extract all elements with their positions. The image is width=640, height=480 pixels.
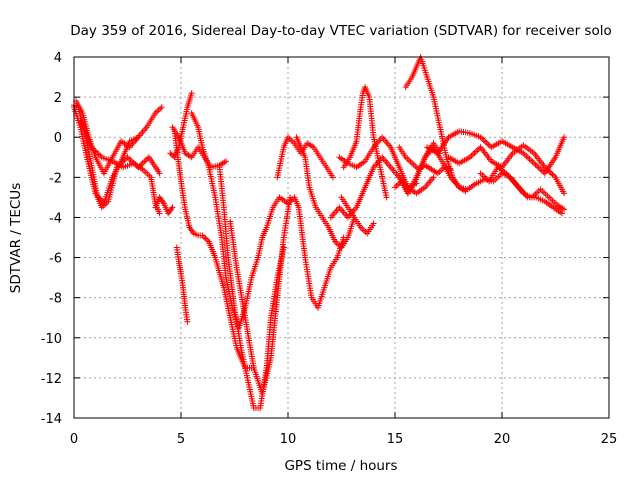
data-point (142, 157, 149, 164)
x-tick-label: 10 (280, 432, 297, 447)
data-point (480, 137, 487, 144)
data-point (127, 157, 134, 164)
data-point (156, 210, 163, 217)
data-point (436, 150, 443, 157)
data-point (370, 220, 377, 227)
data-point (528, 157, 535, 164)
data-point (135, 134, 142, 141)
data-point (430, 174, 437, 181)
series-s11 (227, 194, 294, 397)
x-tick-label: 5 (177, 432, 185, 447)
grid-layer (74, 57, 609, 418)
x-tick-label: 0 (70, 432, 78, 447)
data-point (531, 160, 538, 167)
y-tick-label: 2 (54, 91, 62, 106)
y-tick-labels: -14 -12 -10 -8 -6 -4 -2 0 2 4 (41, 51, 62, 427)
series-s8 (171, 128, 257, 371)
data-point (383, 194, 390, 201)
series-s5 (152, 194, 176, 217)
series-s10 (216, 164, 287, 411)
y-tick-label: -8 (49, 292, 62, 307)
data-point (169, 204, 176, 211)
series-s15 (293, 134, 358, 251)
y-axis-label: SDTVAR / TECUs (8, 183, 24, 293)
series-s24 (445, 142, 568, 197)
data-point (561, 134, 568, 141)
series-s23 (424, 128, 568, 177)
data-point (222, 158, 229, 165)
data-point (482, 138, 489, 145)
series-s22 (396, 144, 565, 217)
series-s12 (173, 244, 191, 325)
data-point (329, 174, 336, 181)
data-point (483, 139, 490, 146)
data-point (158, 104, 165, 111)
series-s13 (274, 134, 336, 181)
y-tick-label: 0 (54, 131, 62, 146)
y-tick-label: -6 (49, 252, 62, 267)
plot-frame (73, 56, 610, 419)
y-tick-label: -4 (49, 211, 62, 226)
data-point (549, 171, 556, 178)
data-point (156, 170, 163, 177)
series-s21 (402, 54, 469, 195)
data-point (126, 155, 133, 162)
chart-title: Day 359 of 2016, Sidereal Day-to-day VTE… (70, 23, 611, 39)
y-tick-label: 4 (54, 51, 62, 66)
series-s4 (77, 118, 163, 217)
data-point (561, 206, 568, 213)
x-axis-label: GPS time / hours (284, 458, 397, 474)
series-s14 (285, 194, 347, 311)
axis-ticks (73, 56, 610, 419)
series-s19 (338, 194, 377, 237)
y-tick-label: -10 (41, 332, 62, 347)
series-s17 (336, 134, 437, 197)
series-s7 (167, 90, 195, 161)
data-point (184, 318, 191, 325)
y-tick-label: -14 (41, 412, 62, 427)
data-point (167, 150, 174, 157)
data-point (529, 158, 536, 165)
x-tick-label: 20 (494, 432, 511, 447)
data-point (473, 148, 480, 155)
data-point (474, 147, 481, 154)
x-tick-labels: 0 5 10 15 20 25 (70, 432, 617, 447)
data-point (188, 90, 195, 97)
data-point (469, 151, 476, 158)
data-point (141, 158, 148, 165)
data-markers (71, 54, 568, 411)
data-point (168, 151, 175, 158)
y-tick-label: -12 (41, 372, 62, 387)
x-tick-label: 25 (601, 432, 618, 447)
data-point (523, 153, 530, 160)
data-point (524, 154, 531, 161)
data-point (558, 210, 565, 217)
data-point (561, 190, 568, 197)
series-s18 (340, 84, 390, 201)
y-tick-label: -2 (49, 171, 62, 186)
data-point (471, 149, 478, 156)
data-point (532, 161, 539, 168)
series-s26 (392, 140, 443, 197)
x-tick-label: 15 (387, 432, 404, 447)
data-point (526, 155, 533, 162)
series-s25 (477, 164, 568, 213)
